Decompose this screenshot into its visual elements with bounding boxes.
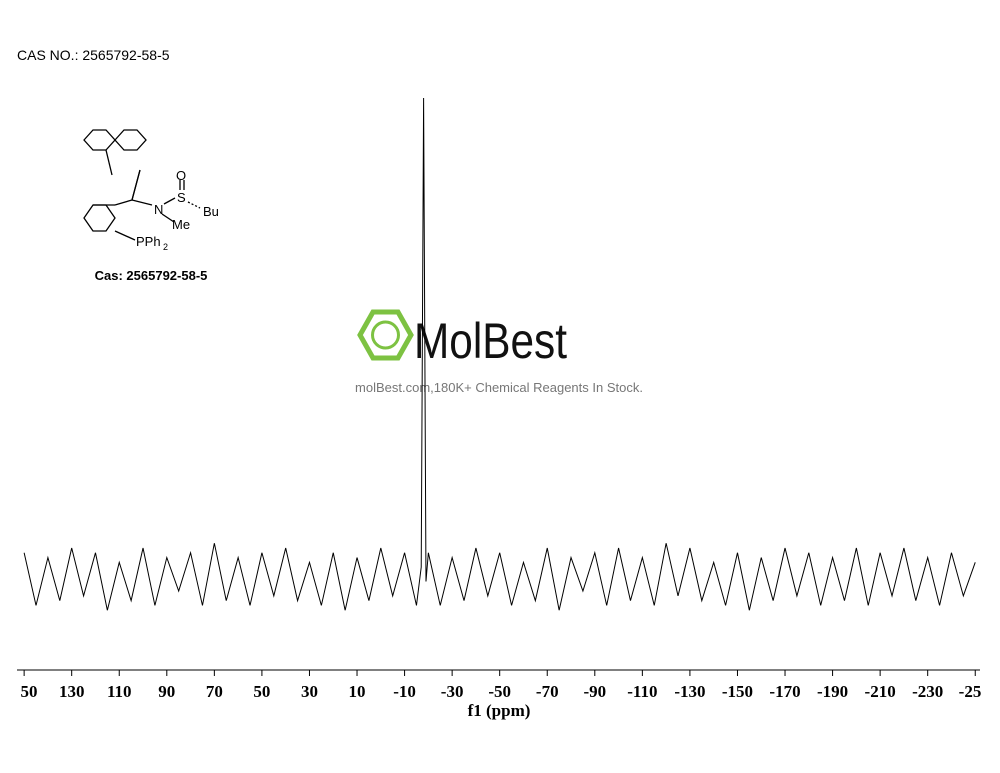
x-tick-label: -230: [912, 682, 943, 701]
x-tick-label: -130: [674, 682, 705, 701]
atom-bu: Bu: [203, 204, 219, 219]
atom-subscript: 2: [163, 242, 168, 252]
x-tick-label: -150: [722, 682, 753, 701]
x-tick-label: 70: [206, 682, 223, 701]
x-tick-label: 50: [21, 682, 38, 701]
atom-o: O: [176, 168, 186, 183]
atom-pph: PPh: [136, 234, 161, 249]
x-tick-label: 10: [349, 682, 366, 701]
x-tick-label: 90: [158, 682, 175, 701]
x-tick-label: -110: [627, 682, 657, 701]
molecule: [83, 129, 201, 241]
x-tick-label: 50: [253, 682, 270, 701]
x-tick-label: -90: [583, 682, 606, 701]
logo-icon: [357, 309, 414, 361]
atom-n: N: [154, 202, 163, 217]
watermark-tagline: molBest.com,180K+ Chemical Reagents In S…: [355, 380, 643, 395]
x-tick-label: -170: [769, 682, 800, 701]
cas-header: CAS NO.: 2565792-58-5: [17, 47, 170, 63]
structure-caption: Cas: 2565792-58-5: [95, 268, 208, 283]
x-tick-label: -25: [959, 682, 982, 701]
x-tick-label: -30: [441, 682, 464, 701]
watermark-brand: MolBest: [414, 313, 567, 369]
x-tick-label: -10: [393, 682, 416, 701]
atom-me: Me: [172, 217, 190, 232]
x-tick-label: 110: [107, 682, 132, 701]
x-tick-label: -70: [536, 682, 559, 701]
x-tick-label: -50: [488, 682, 511, 701]
x-tick-label: 130: [59, 682, 85, 701]
atom-s: S: [177, 190, 186, 205]
x-tick-label: -210: [865, 682, 896, 701]
spectrum-line: [23, 97, 976, 611]
x-tick-label: -190: [817, 682, 848, 701]
x-tick-label: 30: [301, 682, 318, 701]
x-axis-label: f1 (ppm): [468, 701, 531, 720]
